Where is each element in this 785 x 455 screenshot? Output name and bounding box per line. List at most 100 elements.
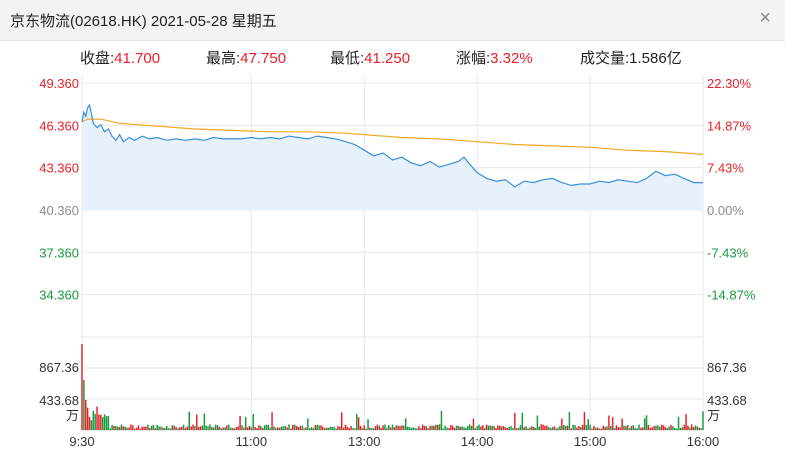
- volume-bar: [399, 426, 401, 430]
- volume-bar: [348, 427, 350, 430]
- volume-bar: [169, 428, 172, 430]
- volume-bar: [555, 428, 557, 430]
- volume-bar: [617, 427, 620, 430]
- volume-bar: [579, 427, 582, 430]
- volume-bar: [261, 428, 264, 430]
- volume-bar: [485, 424, 488, 430]
- volume-bar: [284, 425, 286, 430]
- volume-bar: [314, 425, 317, 430]
- volume-bar: [685, 414, 687, 430]
- volume-bar: [510, 425, 512, 430]
- volume-bar: [436, 424, 439, 430]
- volume-bar: [273, 426, 275, 430]
- volume-bar: [171, 425, 174, 430]
- volume-bar: [482, 425, 484, 430]
- volume-bar: [340, 412, 343, 430]
- volume-bar: [282, 426, 285, 430]
- volume-bar: [683, 424, 685, 430]
- volume-bar: [653, 425, 655, 430]
- volume-bar: [538, 426, 541, 430]
- volume-bar: [175, 427, 177, 430]
- volume-bar: [128, 427, 130, 430]
- volume-bar: [504, 427, 507, 430]
- volume-bar: [563, 425, 565, 430]
- volume-bar: [160, 426, 162, 430]
- volume-bar: [384, 424, 386, 430]
- volume-bar: [237, 426, 239, 430]
- volume-bar: [369, 427, 371, 430]
- volume-bar: [354, 428, 356, 430]
- volume-bar: [489, 425, 492, 430]
- volume-bar: [367, 419, 369, 430]
- volume-bar: [275, 427, 277, 430]
- volume-bar: [250, 427, 253, 430]
- volume-bar: [248, 425, 251, 430]
- volume-bar: [536, 415, 539, 430]
- volume-bar: [94, 413, 96, 430]
- time-tick: 14:00: [461, 434, 494, 449]
- volume-bar: [630, 426, 633, 430]
- volume-bar: [339, 426, 341, 430]
- volume-bar: [566, 425, 569, 430]
- volume-bar: [212, 427, 215, 430]
- volume-bar: [325, 427, 328, 430]
- volume-bar: [480, 426, 482, 430]
- volume-bar: [196, 414, 198, 430]
- close-icon[interactable]: ×: [759, 7, 771, 29]
- volume-bar: [154, 428, 157, 430]
- volume-bar: [158, 426, 160, 430]
- volume-bar: [113, 426, 115, 430]
- volume-bar: [446, 427, 448, 430]
- volume-bar: [643, 418, 646, 430]
- volume-bar: [544, 425, 546, 430]
- volume-bar: [461, 426, 463, 430]
- volume-bar: [540, 424, 542, 430]
- volume-bar: [433, 425, 435, 430]
- volume-bar: [418, 426, 420, 430]
- volume-bar: [525, 426, 527, 430]
- volume-bar: [655, 425, 657, 430]
- percent-tick-right: 14.87%: [707, 118, 752, 133]
- volume-bar: [310, 427, 313, 430]
- volume-bar: [474, 428, 477, 430]
- volume-bar: [173, 425, 175, 430]
- volume-bar: [444, 425, 446, 430]
- volume-bar: [459, 426, 461, 430]
- volume-bar: [357, 417, 360, 430]
- volume-bar: [83, 379, 85, 430]
- volume-bar: [177, 428, 179, 430]
- volume-bar: [451, 425, 454, 430]
- volume-bar: [137, 425, 140, 430]
- volume-bar: [698, 427, 700, 430]
- volume-bar: [194, 425, 196, 430]
- volume-bar: [508, 426, 510, 430]
- volume-bar: [254, 427, 256, 430]
- volume-bar: [495, 428, 497, 430]
- volume-bar: [397, 425, 399, 430]
- volume-bar: [374, 426, 377, 430]
- volume-bar: [514, 413, 516, 430]
- volume-bar: [645, 415, 648, 430]
- volume-bar: [371, 428, 373, 430]
- volume-bar: [463, 427, 465, 430]
- volume-bar: [472, 418, 475, 430]
- volume-bar: [658, 426, 661, 430]
- volume-bar: [442, 428, 445, 430]
- volume-bar: [278, 427, 281, 430]
- volume-bar: [628, 428, 631, 430]
- volume-tick-left: 万: [66, 408, 79, 423]
- volume-bar: [214, 424, 217, 430]
- volume-bar: [335, 428, 337, 430]
- volume-bar: [638, 424, 640, 430]
- volume-bar: [252, 414, 254, 430]
- volume-bar: [611, 417, 614, 430]
- volume-bar: [305, 427, 307, 430]
- volume-bar: [179, 427, 181, 430]
- volume-bar: [487, 425, 490, 430]
- volume-bar: [303, 428, 305, 430]
- volume-bar: [167, 428, 170, 430]
- volume-bar: [621, 418, 623, 430]
- volume-bar: [207, 426, 209, 430]
- volume-bar: [427, 428, 429, 430]
- volume-bar: [619, 427, 621, 430]
